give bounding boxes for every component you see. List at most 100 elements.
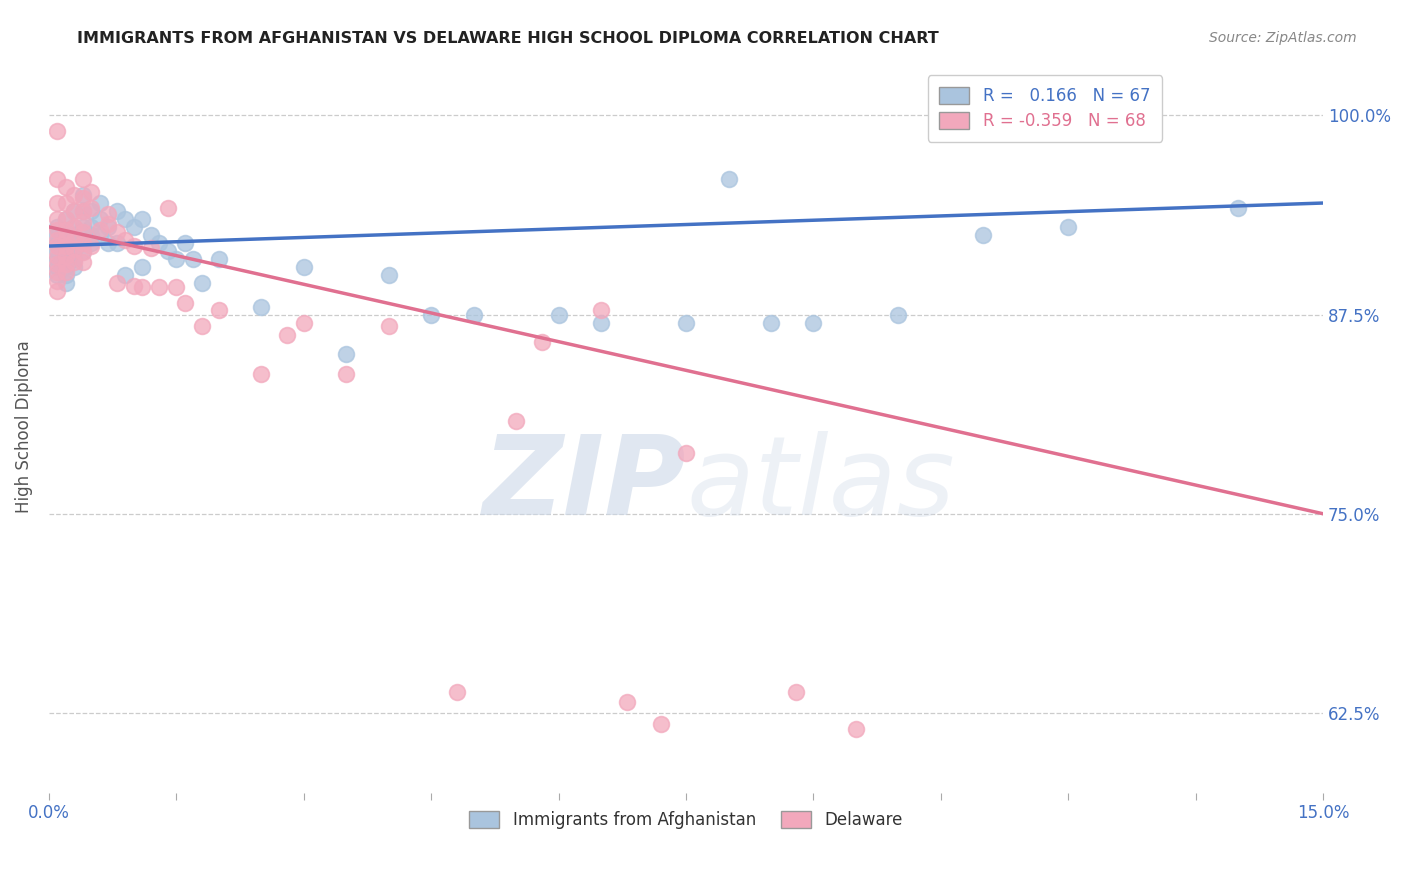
Point [46,274,69,288]
Point [55,276,77,290]
Point [97,235,120,250]
Point [63,235,86,250]
Point [650,717,672,731]
Y-axis label: High School Diploma: High School Diploma [15,340,32,513]
Point [46,264,69,278]
Point [139,227,162,242]
Point [148,280,170,294]
Point [72,255,94,269]
Point [675,316,697,330]
Point [55,260,77,274]
Point [131,280,153,294]
Point [89,211,111,226]
Point [72,245,94,260]
Point [46,239,69,253]
Point [122,239,145,253]
Point [148,235,170,250]
Point [72,215,94,229]
Point [46,124,69,138]
Point [845,722,868,736]
Point [46,284,69,298]
Text: atlas: atlas [686,431,955,538]
Point [530,334,553,349]
Point [46,223,69,237]
Point [46,260,69,274]
Point [46,227,69,242]
Point [377,318,399,333]
Point [785,685,807,699]
Point [55,249,77,263]
Point [55,235,77,250]
Point [114,268,136,282]
Point [122,219,145,234]
Point [46,235,69,250]
Point [63,188,86,202]
Point [131,211,153,226]
Point [208,302,231,317]
Point [547,308,569,322]
Point [89,223,111,237]
Point [292,316,315,330]
Point [80,204,103,219]
Point [183,252,205,266]
Point [55,211,77,226]
Point [463,308,485,322]
Point [72,204,94,219]
Point [63,242,86,256]
Point [97,219,120,234]
Point [55,252,77,266]
Point [72,235,94,250]
Point [250,367,273,381]
Point [80,219,103,234]
Point [46,172,69,186]
Text: Source: ZipAtlas.com: Source: ZipAtlas.com [1209,31,1357,45]
Text: IMMIGRANTS FROM AFGHANISTAN VS DELAWARE HIGH SCHOOL DIPLOMA CORRELATION CHART: IMMIGRANTS FROM AFGHANISTAN VS DELAWARE … [77,31,939,46]
Point [72,172,94,186]
Point [63,255,86,269]
Point [55,233,77,247]
Point [63,244,86,258]
Point [46,268,69,282]
Point [591,316,613,330]
Point [55,180,77,194]
Point [63,204,86,219]
Point [63,227,86,242]
Point [505,414,527,428]
Point [80,227,103,242]
Point [80,185,103,199]
Point [89,196,111,211]
Point [63,252,86,266]
Point [63,260,86,274]
Point [97,217,120,231]
Point [55,196,77,211]
Point [122,279,145,293]
Point [72,235,94,250]
Point [616,695,638,709]
Point [72,188,94,202]
Point [80,201,103,215]
Point [46,249,69,263]
Point [276,328,298,343]
Point [1057,219,1080,234]
Point [446,685,468,699]
Point [803,316,825,330]
Point [1227,201,1250,215]
Point [191,318,214,333]
Point [46,219,69,234]
Point [165,280,187,294]
Point [46,252,69,266]
Point [105,225,128,239]
Point [114,233,136,247]
Point [335,347,357,361]
Point [105,235,128,250]
Point [55,227,77,242]
Point [55,264,77,278]
Point [80,239,103,253]
Point [191,276,214,290]
Point [972,227,994,242]
Point [97,207,120,221]
Point [46,256,69,270]
Point [335,367,357,381]
Point [72,191,94,205]
Point [63,219,86,234]
